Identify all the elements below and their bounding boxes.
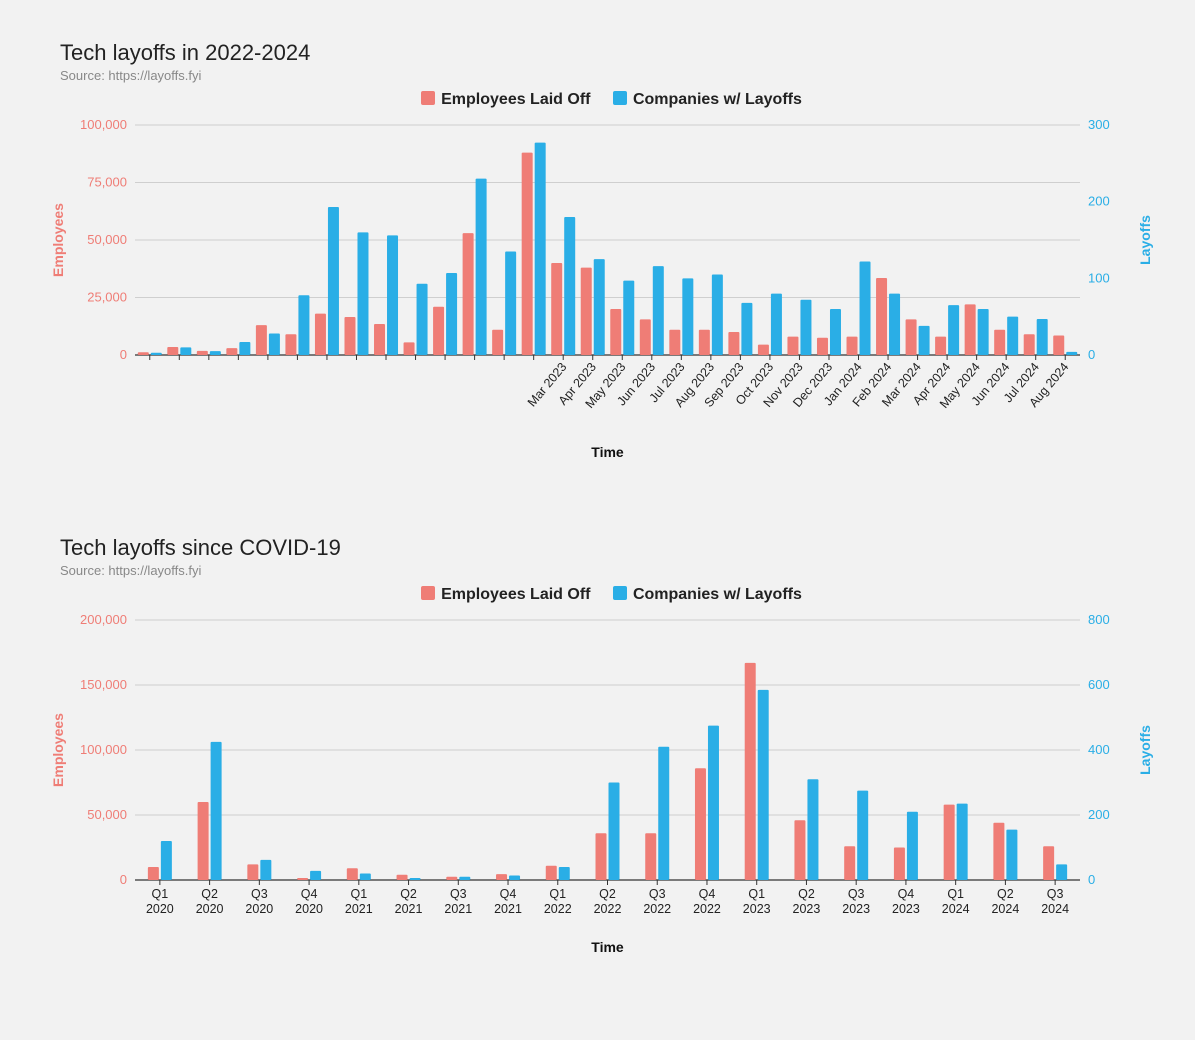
legend-swatch-employees	[421, 91, 435, 105]
legend-swatch-companies	[613, 586, 627, 600]
svg-text:2024: 2024	[1041, 902, 1069, 916]
chart-card-2: Tech layoffs since COVID-19 Source: http…	[20, 515, 1175, 980]
svg-text:25,000: 25,000	[87, 290, 127, 305]
svg-text:Q2: Q2	[400, 887, 417, 901]
svg-text:2020: 2020	[245, 902, 273, 916]
svg-text:100,000: 100,000	[80, 117, 127, 132]
svg-text:2022: 2022	[544, 902, 572, 916]
legend-swatch-employees	[421, 586, 435, 600]
svg-text:2020: 2020	[146, 902, 174, 916]
svg-text:Q2: Q2	[997, 887, 1014, 901]
svg-text:2023: 2023	[793, 902, 821, 916]
svg-text:2021: 2021	[444, 902, 472, 916]
svg-text:2021: 2021	[494, 902, 522, 916]
svg-text:2020: 2020	[196, 902, 224, 916]
svg-text:Q1: Q1	[748, 887, 765, 901]
svg-text:400: 400	[1088, 742, 1110, 757]
svg-text:300: 300	[1088, 117, 1110, 132]
svg-text:2022: 2022	[693, 902, 721, 916]
svg-text:Q2: Q2	[798, 887, 815, 901]
svg-text:75,000: 75,000	[87, 175, 127, 190]
svg-text:Q4: Q4	[898, 887, 915, 901]
svg-text:Layoffs: Layoffs	[1137, 215, 1153, 265]
svg-text:Time: Time	[591, 939, 624, 955]
chart2-title: Tech layoffs since COVID-19	[60, 535, 1165, 561]
svg-text:Q1: Q1	[549, 887, 566, 901]
chart-card-1: Tech layoffs in 2022-2024 Source: https:…	[20, 20, 1175, 485]
chart2-source: Source: https://layoffs.fyi	[60, 563, 1165, 578]
svg-text:Layoffs: Layoffs	[1137, 725, 1153, 775]
svg-text:Employees: Employees	[50, 203, 66, 277]
svg-text:2021: 2021	[395, 902, 423, 916]
chart2-svg: 0 50,000 100,000 150,000 200,000 0 200 400 600 80…	[40, 610, 1175, 960]
svg-text:200: 200	[1088, 807, 1110, 822]
chart1-source: Source: https://layoffs.fyi	[60, 68, 1165, 83]
svg-text:2023: 2023	[743, 902, 771, 916]
svg-text:600: 600	[1088, 677, 1110, 692]
svg-text:2024: 2024	[942, 902, 970, 916]
svg-text:50,000: 50,000	[87, 807, 127, 822]
legend-swatch-companies	[613, 91, 627, 105]
svg-text:2021: 2021	[345, 902, 373, 916]
svg-text:2023: 2023	[892, 902, 920, 916]
legend-label-companies: Companies w/ Layoffs	[633, 586, 802, 603]
chart2-legend: Employees Laid Off Companies w/ Layoffs	[40, 586, 1165, 604]
svg-text:100: 100	[1088, 270, 1110, 285]
svg-text:Q3: Q3	[450, 887, 467, 901]
svg-text:Q4: Q4	[301, 887, 318, 901]
chart1-svg: 025,00050,00075,000100,0000100200300Mar …	[40, 115, 1175, 465]
svg-text:Q3: Q3	[649, 887, 666, 901]
svg-text:Time: Time	[591, 444, 624, 460]
svg-text:0: 0	[120, 347, 127, 362]
svg-text:0: 0	[120, 872, 127, 887]
svg-text:0: 0	[1088, 347, 1095, 362]
chart1-legend: Employees Laid Off Companies w/ Layoffs	[40, 91, 1165, 109]
svg-text:2023: 2023	[842, 902, 870, 916]
legend-label-companies: Companies w/ Layoffs	[633, 91, 802, 108]
svg-text:Q2: Q2	[201, 887, 218, 901]
legend-label-employees: Employees Laid Off	[441, 586, 590, 603]
svg-text:800: 800	[1088, 612, 1110, 627]
svg-text:Q2: Q2	[599, 887, 616, 901]
svg-text:200,000: 200,000	[80, 612, 127, 627]
svg-text:Q3: Q3	[1047, 887, 1064, 901]
svg-text:Q3: Q3	[848, 887, 865, 901]
svg-text:Q4: Q4	[699, 887, 716, 901]
svg-text:2022: 2022	[643, 902, 671, 916]
svg-text:2020: 2020	[295, 902, 323, 916]
svg-text:2022: 2022	[594, 902, 622, 916]
legend-label-employees: Employees Laid Off	[441, 91, 590, 108]
svg-text:150,000: 150,000	[80, 677, 127, 692]
svg-text:Q1: Q1	[947, 887, 964, 901]
svg-text:Q3: Q3	[251, 887, 268, 901]
svg-text:Employees: Employees	[50, 713, 66, 787]
svg-text:100,000: 100,000	[80, 742, 127, 757]
svg-text:Q4: Q4	[500, 887, 517, 901]
svg-text:50,000: 50,000	[87, 232, 127, 247]
svg-text:0: 0	[1088, 872, 1095, 887]
svg-text:2024: 2024	[991, 902, 1019, 916]
svg-text:Q1: Q1	[152, 887, 169, 901]
svg-text:Q1: Q1	[350, 887, 367, 901]
svg-text:200: 200	[1088, 194, 1110, 209]
chart1-title: Tech layoffs in 2022-2024	[60, 40, 1165, 66]
